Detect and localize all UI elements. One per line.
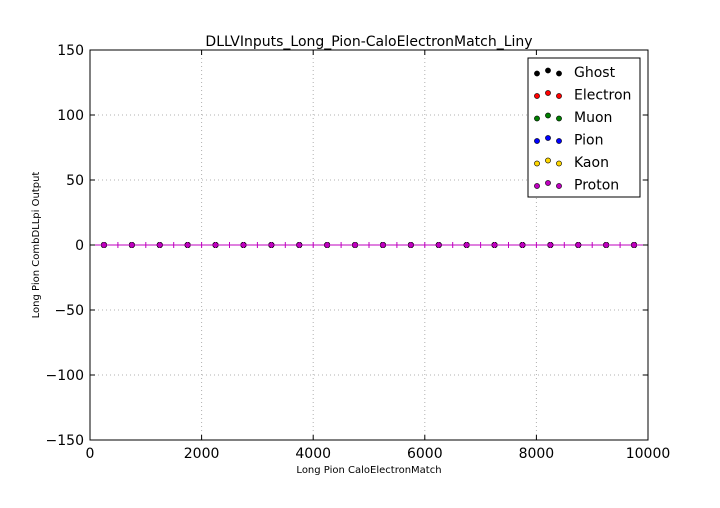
legend-muon-marker <box>556 115 562 122</box>
x-tick-label: 0 <box>86 446 95 462</box>
y-tick-label: 150 <box>57 43 84 59</box>
legend-kaon-marker <box>545 157 551 164</box>
legend-pion-marker <box>534 138 540 144</box>
legend-electron-label: Electron <box>574 88 631 104</box>
legend-frame <box>527 57 641 198</box>
legend-muon-marker <box>545 112 551 119</box>
y-tick-label: −150 <box>46 433 84 449</box>
legend-pion-label: Pion <box>574 133 603 149</box>
legend-kaon-marker <box>556 160 562 167</box>
legend-muon-label: Muon <box>574 110 612 126</box>
legend-proton-label: Proton <box>574 178 619 194</box>
legend-proton-marker <box>556 183 562 189</box>
x-tick-label: 6000 <box>407 446 443 462</box>
y-tick-label: −100 <box>46 368 84 384</box>
data-points <box>89 242 649 249</box>
legend-pion-marker <box>545 135 551 141</box>
x-tick-label: 8000 <box>519 446 555 462</box>
legend-muon-marker <box>534 115 540 122</box>
y-tick-label: 50 <box>66 173 84 189</box>
legend-electron-marker <box>545 90 551 96</box>
legend-kaon-marker <box>534 160 540 167</box>
legend-electron-marker <box>556 93 562 99</box>
y-tick-label: −50 <box>54 303 84 319</box>
x-tick-label: 4000 <box>295 446 331 462</box>
legend-ghost-marker <box>534 70 540 77</box>
legend-ghost-marker <box>556 70 562 77</box>
legend: Ghost Electron Muon Pion Kaon Proton <box>527 57 641 198</box>
y-tick-label: 100 <box>57 108 84 124</box>
legend-electron-marker <box>534 93 540 99</box>
y-axis-label: Long Pion CombDLLpi Output <box>31 172 42 319</box>
axis-ticks: 0 2000 4000 6000 8000 10000 150 100 50 0 −50 −100 −1… <box>46 43 671 462</box>
x-tick-label: 10000 <box>626 446 671 462</box>
y-tick-label: 0 <box>75 238 84 254</box>
legend-ghost-label: Ghost <box>574 65 616 81</box>
legend-proton-marker <box>534 183 540 189</box>
legend-ghost-marker <box>545 67 551 74</box>
x-axis-label: Long Pion CaloElectronMatch <box>296 465 441 476</box>
legend-proton-marker <box>545 180 551 186</box>
legend-kaon-label: Kaon <box>574 155 609 171</box>
legend-pion-marker <box>556 138 562 144</box>
chart-title: DLLVInputs_Long_Pion-CaloElectronMatch_L… <box>205 34 532 50</box>
x-tick-label: 2000 <box>184 446 220 462</box>
